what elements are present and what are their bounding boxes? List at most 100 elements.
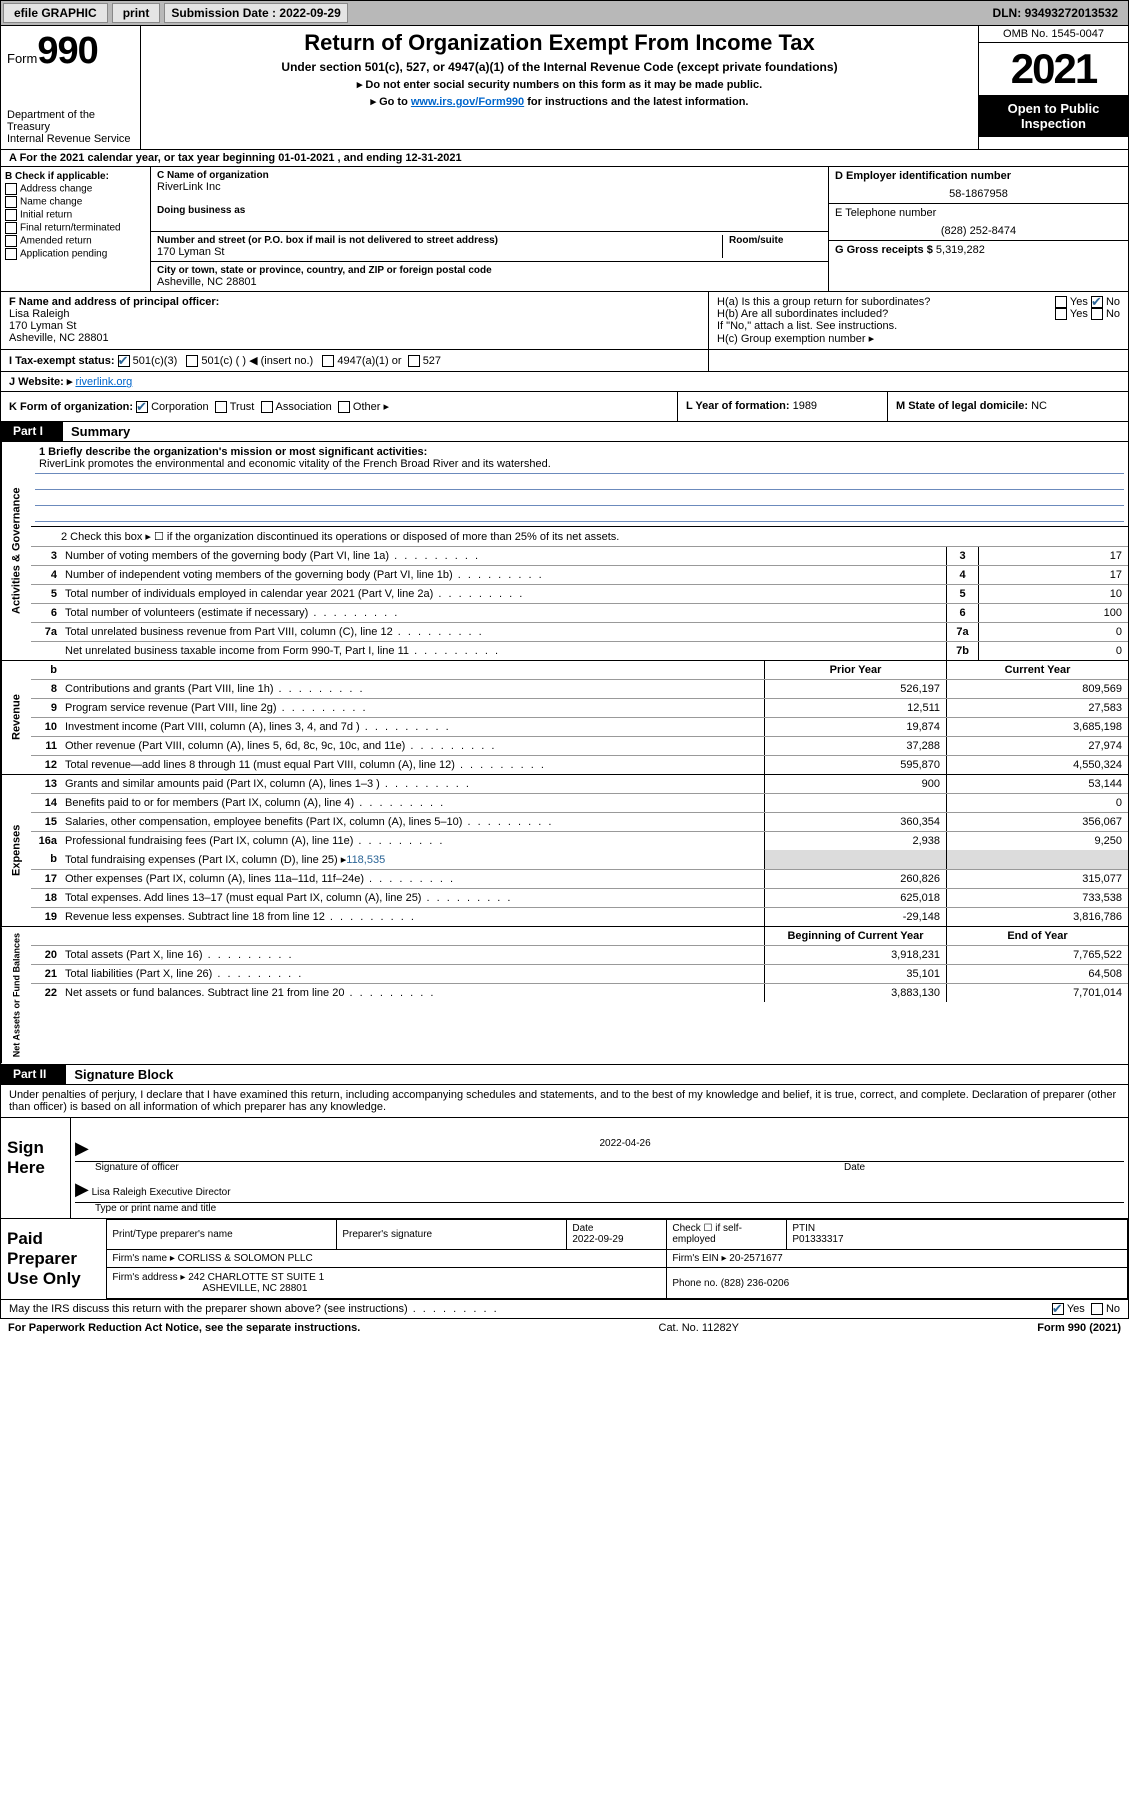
net-header-row: Beginning of Current Year End of Year <box>31 927 1128 946</box>
print-button[interactable]: print <box>112 3 161 23</box>
current-val: 64,508 <box>946 965 1128 983</box>
preparer-table: Print/Type preparer's name Preparer's si… <box>106 1219 1128 1299</box>
prior-val: 625,018 <box>764 889 946 907</box>
officer-city: Asheville, NC 28801 <box>9 332 700 344</box>
exp-line-14: 14Benefits paid to or for members (Part … <box>31 794 1128 813</box>
goto-line: ▸ Go to www.irs.gov/Form990 for instruct… <box>151 95 968 108</box>
tax-year: 2021 <box>979 43 1128 95</box>
phone-cell: E Telephone number (828) 252-8474 <box>829 204 1128 241</box>
net-line-20: 20Total assets (Part X, line 16)3,918,23… <box>31 946 1128 965</box>
chk-amended-return[interactable]: Amended return <box>5 235 146 247</box>
exp-line-15: 15Salaries, other compensation, employee… <box>31 813 1128 832</box>
line-16b-num: b <box>31 850 61 869</box>
row-j-website: J Website: ▸ riverlink.org <box>0 372 1129 392</box>
current-val: 356,067 <box>946 813 1128 831</box>
m-label: M State of legal domicile: <box>896 400 1028 412</box>
chk-application-pending[interactable]: Application pending <box>5 248 146 260</box>
line-box-val: 0 <box>978 623 1128 641</box>
chk-final-return[interactable]: Final return/terminated <box>5 222 146 234</box>
firm-ein-cell: Firm's EIN ▸ 20-2571677 <box>667 1249 1128 1268</box>
org-name-label: C Name of organization <box>157 170 822 181</box>
irs-label: Internal Revenue Service <box>7 133 134 145</box>
chk-name-change[interactable]: Name change <box>5 196 146 208</box>
form-word: Form <box>7 51 37 66</box>
current-val: 733,538 <box>946 889 1128 907</box>
prep-name-label: Print/Type preparer's name <box>107 1219 337 1249</box>
line-num: 4 <box>31 566 61 584</box>
org-name-cell: C Name of organization RiverLink Inc Doi… <box>151 167 828 232</box>
chk-association[interactable] <box>261 401 273 413</box>
current-val: 3,685,198 <box>946 718 1128 736</box>
activities-governance-block: Activities & Governance 1 Briefly descri… <box>0 442 1129 661</box>
line-box-val: 0 <box>978 642 1128 660</box>
prior-val: 595,870 <box>764 756 946 774</box>
mission-text: RiverLink promotes the environmental and… <box>35 458 1124 474</box>
firm-address-cell: Firm's address ▸ 242 CHARLOTTE ST SUITE … <box>107 1268 667 1298</box>
mission-question: 1 Briefly describe the organization's mi… <box>35 446 1124 458</box>
year-of-formation: L Year of formation: 1989 <box>678 392 888 421</box>
irs-form990-link[interactable]: www.irs.gov/Form990 <box>411 96 524 108</box>
officer-name-title: ▶ Lisa Raleigh Executive Director <box>75 1179 1124 1200</box>
chk-address-change[interactable]: Address change <box>5 183 146 195</box>
form-number-block: Form990 Department of the Treasury Inter… <box>1 26 141 149</box>
prior-val: 360,354 <box>764 813 946 831</box>
street-cell: Number and street (or P.O. box if mail i… <box>151 232 828 262</box>
paid-preparer-block: Paid Preparer Use Only Print/Type prepar… <box>0 1219 1129 1300</box>
chk-501c3[interactable] <box>118 355 130 367</box>
chk-501c[interactable] <box>186 355 198 367</box>
vlabel-activities: Activities & Governance <box>1 442 31 660</box>
tax-exempt-status: I Tax-exempt status: 501(c)(3) 501(c) ( … <box>1 350 708 371</box>
may-irs-discuss: May the IRS discuss this return with the… <box>0 1300 1129 1319</box>
line-text: Total number of volunteers (estimate if … <box>61 604 946 622</box>
may-irs-question: May the IRS discuss this return with the… <box>9 1303 499 1315</box>
chk-initial-return[interactable]: Initial return <box>5 209 146 221</box>
chk-corporation[interactable] <box>136 401 148 413</box>
chk-irs-yes[interactable] <box>1052 1303 1064 1315</box>
penalties-text: Under penalties of perjury, I declare th… <box>0 1085 1129 1118</box>
line-num: 15 <box>31 813 61 831</box>
current-val: 0 <box>946 794 1128 812</box>
cat-no: Cat. No. 11282Y <box>659 1322 740 1334</box>
prior-val: 12,511 <box>764 699 946 717</box>
street-value: 170 Lyman St <box>157 246 722 258</box>
sig-date-label: Date <box>844 1162 1124 1173</box>
efile-graphic-button[interactable]: efile GRAPHIC <box>3 3 108 23</box>
current-val: 315,077 <box>946 870 1128 888</box>
current-val: 3,816,786 <box>946 908 1128 926</box>
officer-label: F Name and address of principal officer: <box>9 296 700 308</box>
current-val: 9,250 <box>946 832 1128 850</box>
dept-treasury: Department of the Treasury <box>7 109 134 133</box>
paperwork-notice: For Paperwork Reduction Act Notice, see … <box>8 1322 360 1334</box>
hb-answer: Yes No <box>1055 308 1120 320</box>
line-16b: b Total fundraising expenses (Part IX, c… <box>31 850 1128 870</box>
chk-other[interactable] <box>338 401 350 413</box>
line-num: 14 <box>31 794 61 812</box>
page-footer: For Paperwork Reduction Act Notice, see … <box>0 1319 1129 1337</box>
line-text: Number of voting members of the governin… <box>61 547 946 565</box>
line-num: 10 <box>31 718 61 736</box>
ein-label: D Employer identification number <box>835 170 1122 182</box>
sign-date-value: 2022-04-26 <box>600 1138 1125 1159</box>
row-i-tax-exempt: I Tax-exempt status: 501(c)(3) 501(c) ( … <box>0 350 1129 372</box>
website-link[interactable]: riverlink.org <box>75 376 132 388</box>
chk-4947[interactable] <box>322 355 334 367</box>
website-label: J Website: ▸ <box>9 376 72 388</box>
chk-trust[interactable] <box>215 401 227 413</box>
hb-question: H(b) Are all subordinates included? <box>717 308 1055 320</box>
part-ii-title: Signature Block <box>66 1065 181 1084</box>
chk-irs-no[interactable] <box>1091 1303 1103 1315</box>
dln-label: DLN: <box>993 6 1022 20</box>
chk-527[interactable] <box>408 355 420 367</box>
submission-date-value: 2022-09-29 <box>279 6 340 20</box>
prior-val: 900 <box>764 775 946 793</box>
prior-val: 2,938 <box>764 832 946 850</box>
part-ii-tab: Part II <box>1 1065 66 1084</box>
prior-val: 3,918,231 <box>764 946 946 964</box>
rev-line-12: 12Total revenue—add lines 8 through 11 (… <box>31 756 1128 774</box>
sign-here-content: ▶ 2022-04-26 Signature of officer Date ▶… <box>71 1118 1128 1218</box>
vlabel-expenses: Expenses <box>1 775 31 926</box>
current-val: 7,701,014 <box>946 984 1128 1002</box>
state-domicile: M State of legal domicile: NC <box>888 392 1128 421</box>
year-block: OMB No. 1545-0047 2021 Open to Public In… <box>978 26 1128 149</box>
line-num: 17 <box>31 870 61 888</box>
